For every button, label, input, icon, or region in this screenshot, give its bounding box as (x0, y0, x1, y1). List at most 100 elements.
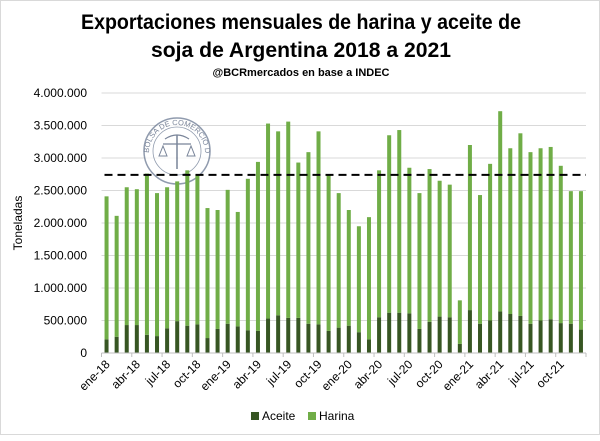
x-tick-label: abr-21 (472, 357, 507, 392)
y-tick-label: 3.500.000 (34, 119, 88, 133)
bar-aceite-ago-21 (538, 320, 543, 353)
bar-harina-nov-21 (568, 191, 573, 324)
bar-aceite-sep-20 (427, 321, 432, 353)
bar-harina-oct-19 (316, 131, 321, 325)
bar-harina-ago-18 (175, 181, 180, 322)
bar-aceite-sep-21 (548, 319, 553, 353)
bar-aceite-dic-18 (215, 328, 220, 353)
x-tick-label: ene-19 (197, 357, 234, 394)
bar-harina-jul-20 (407, 167, 412, 314)
bar-harina-abr-21 (498, 111, 503, 312)
bar-harina-dic-21 (578, 191, 583, 330)
bar-aceite-ene-21 (467, 310, 472, 353)
bar-aceite-feb-20 (356, 332, 361, 353)
bar-harina-mar-19 (245, 178, 250, 331)
bar-harina-sep-19 (306, 152, 311, 324)
bar-harina-feb-18 (114, 215, 119, 337)
bar-harina-may-20 (387, 135, 392, 313)
y-tick-label: 1.500.000 (34, 249, 88, 263)
bar-harina-oct-18 (195, 174, 200, 325)
bar-aceite-mar-20 (366, 339, 371, 353)
bar-aceite-nov-18 (205, 338, 210, 353)
chart-title-line1: Exportaciones mensuales de harina y acei… (81, 11, 521, 34)
bar-harina-jul-19 (286, 121, 291, 318)
bar-harina-mar-18 (124, 187, 129, 326)
bar-aceite-jun-21 (518, 315, 523, 353)
bar-harina-ago-21 (538, 148, 543, 321)
bar-harina-sep-21 (548, 146, 553, 320)
bar-aceite-ene-20 (346, 325, 351, 353)
y-tick-label: 2.500.000 (34, 184, 88, 198)
bar-aceite-mar-18 (124, 325, 129, 353)
bar-harina-dic-18 (215, 210, 220, 329)
bar-harina-oct-21 (558, 165, 563, 324)
y-axis-label: Toneladas (11, 196, 25, 251)
x-tick-label: ene-18 (76, 357, 113, 394)
bar-harina-jun-21 (518, 133, 523, 316)
x-tick-label: jul-20 (384, 357, 416, 389)
bars (104, 111, 583, 353)
bar-harina-feb-19 (235, 211, 240, 327)
bar-aceite-abr-18 (134, 325, 139, 353)
bar-aceite-oct-21 (558, 323, 563, 353)
bar-harina-dic-20 (457, 300, 462, 344)
bar-harina-nov-18 (205, 208, 210, 339)
x-tick-label: jul-19 (263, 357, 295, 389)
bar-aceite-dic-19 (336, 327, 341, 353)
x-tick-label: abr-18 (109, 357, 144, 392)
legend-swatch-harina (308, 412, 316, 420)
bar-aceite-abr-19 (255, 330, 260, 353)
bar-aceite-nov-21 (568, 323, 573, 353)
bar-aceite-may-18 (144, 334, 149, 353)
bar-harina-dic-19 (336, 193, 341, 328)
x-tick-label: abr-20 (351, 357, 386, 392)
bar-harina-may-18 (144, 173, 149, 335)
bar-harina-mar-20 (366, 217, 371, 340)
bar-harina-sep-20 (427, 169, 432, 322)
bar-aceite-ago-20 (417, 328, 422, 353)
y-tick-label: 3.000.000 (34, 151, 88, 165)
y-tick-label: 1.000.000 (34, 281, 88, 295)
legend-label-aceite: Aceite (262, 409, 296, 423)
x-tick-label: jul-18 (142, 357, 174, 389)
bar-harina-ene-19 (225, 189, 230, 324)
bar-aceite-oct-20 (437, 316, 442, 353)
bar-aceite-oct-19 (316, 324, 321, 353)
chart-title-line2: soja de Argentina 2018 a 2021 (151, 39, 451, 62)
x-tick-label: ene-21 (440, 357, 477, 394)
y-tick-label: 2.000.000 (34, 216, 88, 230)
bar-harina-may-21 (508, 148, 513, 314)
bar-aceite-jun-19 (276, 315, 281, 353)
bar-aceite-jul-19 (286, 317, 291, 353)
bar-harina-nov-20 (447, 184, 452, 318)
chart-subtitle: @BCRmercados en base a INDEC (212, 67, 389, 79)
bar-aceite-may-19 (266, 318, 271, 353)
bar-harina-jun-20 (397, 130, 402, 313)
bar-aceite-abr-20 (377, 317, 382, 353)
bar-aceite-dic-20 (457, 343, 462, 353)
bar-harina-ago-20 (417, 193, 422, 329)
bar-aceite-feb-21 (478, 323, 483, 353)
x-tick-label: oct-21 (533, 357, 567, 391)
bar-harina-abr-19 (255, 161, 260, 331)
bar-aceite-nov-20 (447, 317, 452, 353)
x-tick-label: ene-20 (319, 357, 356, 394)
bar-aceite-may-21 (508, 314, 513, 353)
bar-aceite-jul-20 (407, 313, 412, 353)
bar-aceite-feb-19 (235, 326, 240, 353)
bar-aceite-sep-19 (306, 323, 311, 353)
bar-aceite-ago-18 (175, 321, 180, 353)
bar-harina-sep-18 (185, 170, 190, 326)
bar-harina-jun-19 (276, 131, 281, 316)
bar-aceite-feb-18 (114, 336, 119, 353)
y-axis-ticks: 0 500.000 1.000.000 1.500.000 2.000.000 2.500… (34, 86, 88, 360)
bar-aceite-jul-21 (528, 323, 533, 353)
y-tick-label: 0 (80, 346, 87, 360)
bar-harina-ene-21 (467, 145, 472, 311)
legend: Aceite Harina (251, 409, 355, 423)
bar-harina-jul-18 (165, 187, 170, 329)
bar-harina-feb-21 (478, 195, 483, 324)
bar-aceite-oct-18 (195, 324, 200, 353)
